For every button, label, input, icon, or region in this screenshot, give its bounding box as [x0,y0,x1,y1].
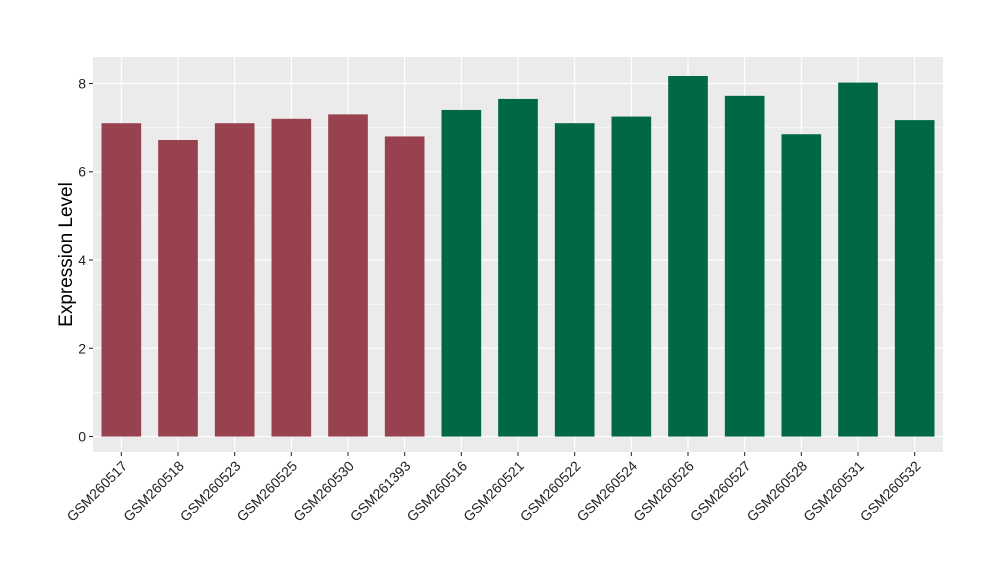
bar-GSM260530 [328,114,368,437]
bar-GSM260522 [554,123,595,437]
bar-GSM260516 [441,109,482,437]
y-axis: 0 2 4 6 8 [78,75,93,445]
y-axis-title: Expression Level [56,182,77,327]
bar-GSM260521 [498,98,538,437]
y-tick-label: 6 [78,164,86,180]
bar-GSM260517 [101,123,142,437]
bar-GSM260518 [158,139,198,437]
y-tick-label: 2 [78,340,86,356]
x-axis: GSM260517GSM260518GSM260523GSM260525GSM2… [63,452,924,525]
bar-GSM260524 [611,116,652,437]
bar-GSM260528 [781,134,822,437]
bar-GSM260527 [724,95,765,437]
bar-GSM260531 [838,82,878,437]
bar-GSM260525 [271,118,312,437]
bars [101,75,935,437]
bar-GSM260523 [214,123,255,437]
y-tick-label: 0 [78,429,86,445]
y-tick-label: 8 [78,75,86,91]
y-tick-label: 4 [78,252,86,268]
bar-GSM260526 [668,75,708,437]
bar-GSM261393 [384,136,425,437]
bar-GSM260532 [894,120,935,437]
x-tick-label: GSM260532 [857,457,924,524]
